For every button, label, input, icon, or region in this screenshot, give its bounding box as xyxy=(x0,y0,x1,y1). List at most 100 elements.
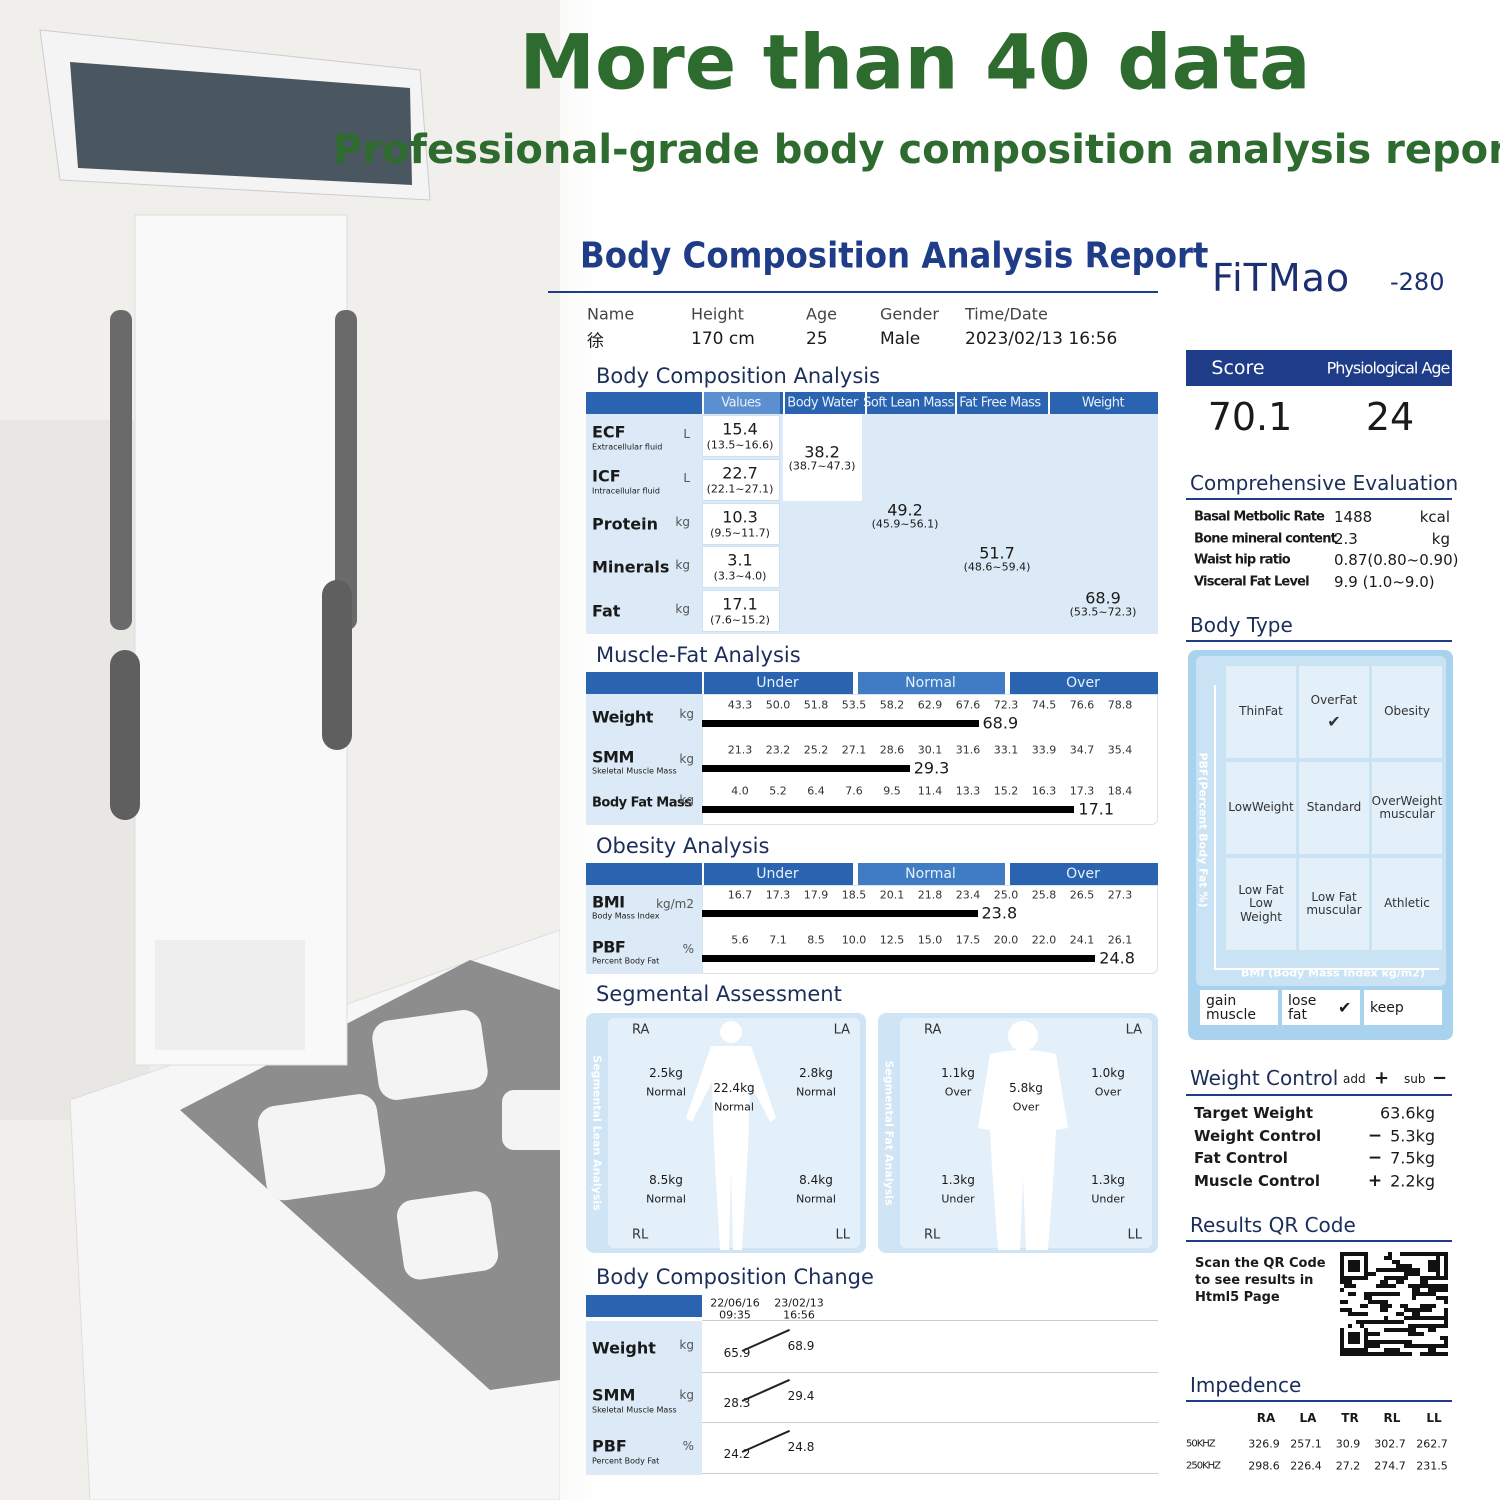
impedance-value: 298.6 xyxy=(1248,1459,1280,1473)
scale-tick: 74.5 xyxy=(1031,698,1057,712)
subheadline: Professional-grade body composition anal… xyxy=(333,127,1500,173)
body-type-cell: Athletic xyxy=(1372,858,1442,950)
goal-label: gain muscle xyxy=(1206,992,1257,1023)
info-value: 170 cm xyxy=(691,329,755,349)
change-row xyxy=(702,1323,1158,1373)
row-unit: kg xyxy=(679,1338,694,1352)
eval-value: 0.87(0.80~0.90) xyxy=(1334,551,1459,569)
rule xyxy=(1186,1094,1452,1096)
total-range: (48.6~59.4) xyxy=(963,560,1031,574)
row-name: Weight xyxy=(592,707,653,727)
eval-value: 2.3 xyxy=(1334,529,1358,548)
scale-tick: 25.2 xyxy=(803,743,829,757)
info-value: 25 xyxy=(806,329,828,349)
cell-label: Athletic xyxy=(1384,896,1430,911)
handle-grip xyxy=(110,650,140,820)
scale-tick: 51.8 xyxy=(803,698,829,712)
score-label: Physiological Age xyxy=(1326,358,1451,378)
qr-code xyxy=(1340,1252,1448,1358)
segment-status: Normal xyxy=(646,1085,686,1099)
total-value: 68.9 xyxy=(1085,588,1121,608)
cell-label: OverFat xyxy=(1310,692,1358,707)
label-column xyxy=(586,694,702,825)
total-range: (38.7~47.3) xyxy=(788,459,856,473)
segment-value: 1.3kg xyxy=(941,1173,975,1187)
bar-value: 17.1 xyxy=(1078,799,1115,819)
control-value: 2.2kg xyxy=(1390,1171,1435,1190)
band-header xyxy=(1008,672,1158,694)
corner-label: RA xyxy=(632,1022,650,1038)
rule xyxy=(548,291,1158,293)
control-name: Target Weight xyxy=(1194,1104,1314,1122)
row-name: PBF xyxy=(592,937,626,957)
scale-tick: 28.6 xyxy=(879,743,905,757)
bar xyxy=(702,955,1096,962)
eval-unit: kcal xyxy=(1419,508,1450,526)
row-unit: kg xyxy=(675,558,690,572)
change-row xyxy=(702,1373,1158,1423)
eval-name: Basal Metbolic Rate xyxy=(1194,509,1325,525)
scale-tick: 8.5 xyxy=(807,933,825,947)
impedance-value: 326.9 xyxy=(1248,1437,1280,1451)
impedance-value: 231.5 xyxy=(1416,1459,1448,1473)
change-row xyxy=(702,1424,1158,1474)
column-header: Values xyxy=(721,395,761,411)
row-name: SMM xyxy=(592,747,634,767)
segment-status: Over xyxy=(1094,1085,1122,1099)
row-sub: Skeletal Muscle Mass xyxy=(592,766,677,776)
column xyxy=(134,214,348,1066)
row-unit: kg xyxy=(679,793,694,807)
control-value: 5.3kg xyxy=(1390,1126,1435,1145)
segment-status: Under xyxy=(1091,1192,1125,1206)
total-value: 51.7 xyxy=(979,543,1015,563)
impedance-row: 250KHZ xyxy=(1186,1460,1221,1472)
score-label: Score xyxy=(1211,357,1265,379)
qr-text: Scan the QR Code to see results in Html5… xyxy=(1195,1256,1326,1305)
model: -280 xyxy=(1390,268,1445,296)
label-column xyxy=(586,885,702,974)
scale-tick: 50.0 xyxy=(765,698,791,712)
row-sub: Skeletal Muscle Mass xyxy=(592,1405,677,1415)
row-unit: L xyxy=(683,427,690,441)
impedance-row: 50KHZ xyxy=(1186,1438,1216,1450)
scale-tick: 6.4 xyxy=(807,784,825,798)
header-bar xyxy=(586,672,702,694)
band-label: Normal xyxy=(905,866,956,882)
score-header xyxy=(1186,350,1452,386)
scale-tick: 23.4 xyxy=(955,888,981,902)
impedance-value: 30.9 xyxy=(1335,1437,1361,1451)
eval-name: Bone mineral content xyxy=(1194,531,1337,546)
row-name: Minerals xyxy=(592,557,670,577)
info-label: Gender xyxy=(880,304,939,324)
change-value: 68.9 xyxy=(787,1339,815,1353)
scale-area xyxy=(702,694,1158,825)
eval-value: 9.9 (1.0~9.0) xyxy=(1334,572,1435,591)
cell-label: Low Fat muscular xyxy=(1306,889,1362,917)
scale-tick: 53.5 xyxy=(841,698,867,712)
row-name: Fat xyxy=(592,601,621,621)
row-unit: kg xyxy=(679,707,694,721)
segment-status: Under xyxy=(941,1192,975,1206)
row-name: ICF xyxy=(592,466,621,486)
value-cell xyxy=(702,415,780,457)
rule xyxy=(1186,1400,1452,1402)
time: 16:56 xyxy=(783,1308,815,1322)
band-header xyxy=(1008,863,1158,885)
foot-plate xyxy=(396,1191,499,1280)
scale-tick: 35.4 xyxy=(1107,743,1133,757)
scale-tick: 72.3 xyxy=(993,698,1019,712)
scale-tick: 25.0 xyxy=(993,888,1019,902)
scale-tick: 20.0 xyxy=(993,933,1019,947)
row-sub: Intracellular fluid xyxy=(592,486,660,496)
corner-label: RL xyxy=(924,1227,941,1243)
row-range: (13.5~16.6) xyxy=(706,438,774,452)
scale-tick: 21.8 xyxy=(917,888,943,902)
cell-label: OverWeight muscular xyxy=(1371,793,1443,821)
row-value: 17.1 xyxy=(722,594,758,614)
scale-tick: 11.4 xyxy=(917,784,943,798)
bar-value: 68.9 xyxy=(982,713,1019,733)
scale-tick: 20.1 xyxy=(879,888,905,902)
report-title: Body Composition Analysis Report xyxy=(580,235,1209,277)
segment-status: Over xyxy=(944,1085,972,1099)
